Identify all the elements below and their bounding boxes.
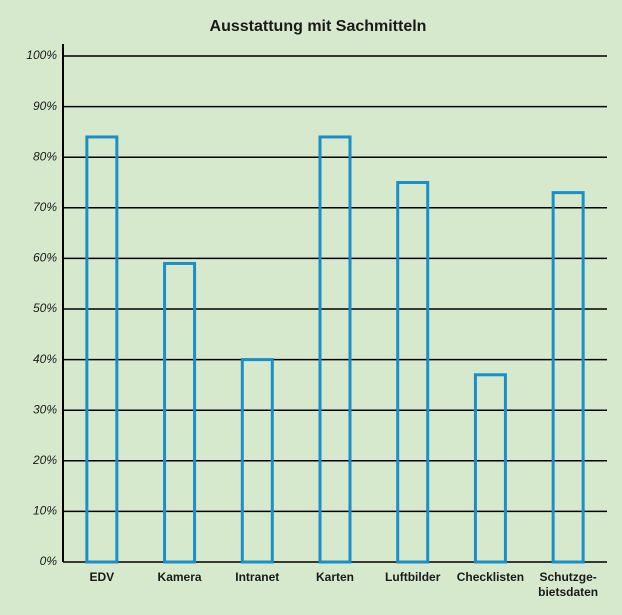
y-tick-label: 40%	[33, 352, 57, 366]
bar	[240, 358, 274, 564]
x-tick-label: Intranet	[235, 570, 279, 584]
x-tick-label: Schutzge-bietsdaten	[538, 570, 598, 599]
bar	[163, 261, 197, 564]
y-tick-label: 90%	[33, 99, 57, 113]
y-tick-label: 50%	[33, 301, 57, 315]
y-tick-label: 20%	[32, 453, 57, 467]
y-tick-label: 70%	[33, 200, 57, 214]
y-tick-label: 60%	[33, 251, 57, 265]
y-tick-label: 100%	[26, 48, 57, 62]
x-tick-label: Karten	[316, 570, 354, 584]
chart-title: Ausstattung mit Sachmitteln	[210, 18, 427, 35]
y-tick-label: 0%	[40, 554, 58, 568]
bar	[396, 181, 430, 564]
bar	[551, 191, 585, 564]
x-tick-label: Checklisten	[457, 570, 524, 584]
y-tick-label: 30%	[33, 402, 57, 416]
bar	[318, 135, 352, 564]
y-tick-label: 10%	[33, 504, 57, 518]
bar	[473, 373, 507, 564]
x-tick-label: Kamera	[158, 570, 202, 584]
x-tick-label: EDV	[90, 570, 115, 584]
y-tick-label: 80%	[33, 149, 57, 163]
x-tick-label: Luftbilder	[385, 570, 441, 584]
bar	[85, 135, 119, 564]
